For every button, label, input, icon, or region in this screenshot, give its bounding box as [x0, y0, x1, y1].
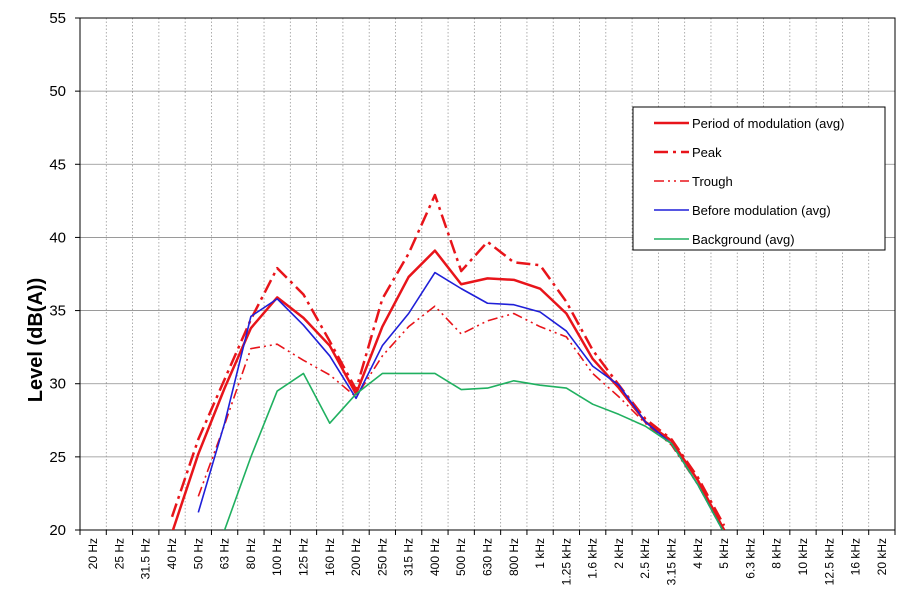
x-tick-label: 31.5 Hz [139, 538, 153, 579]
x-tick-label: 100 Hz [270, 538, 284, 576]
x-tick-label: 80 Hz [244, 538, 258, 569]
plot-frame [75, 17, 896, 535]
x-tick-label: 200 Hz [349, 538, 363, 576]
y-tick-label: 35 [49, 303, 66, 320]
y-tick-label: 40 [49, 229, 66, 246]
legend-entry-label: Period of modulation (avg) [692, 116, 844, 131]
y-tick-label: 20 [49, 522, 66, 539]
x-tick-label: 25 Hz [112, 538, 126, 569]
x-tick-label: 63 Hz [218, 538, 232, 569]
x-tick-label: 160 Hz [323, 538, 337, 576]
x-tick-label: 16 kHz [849, 538, 863, 575]
x-tick-label: 1 kHz [533, 538, 547, 569]
series-line-3 [197, 305, 724, 530]
y-axis-ticks: 20 25 30 35 40 45 50 55 [49, 10, 66, 539]
x-tick-label: 8 kHz [770, 538, 784, 569]
grid [80, 17, 895, 531]
y-axis-label: Level (dB(A)) [25, 278, 47, 402]
series-lines [170, 193, 726, 530]
x-tick-label: 630 Hz [481, 538, 495, 576]
x-tick-label: 1.6 kHz [586, 538, 600, 579]
x-tick-label: 250 Hz [375, 538, 389, 576]
x-tick-label: 1.25 kHz [559, 538, 573, 585]
x-tick-label: 40 Hz [165, 538, 179, 569]
y-tick-label: 30 [49, 376, 66, 393]
x-axis-ticks: 20 Hz 25 Hz 31.5 Hz 40 Hz 50 Hz 63 Hz 80 Hz 100… [86, 538, 889, 585]
x-tick-label: 800 Hz [507, 538, 521, 576]
x-tick-label: 10 kHz [796, 538, 810, 575]
x-tick-label: 5 kHz [717, 538, 731, 569]
series-line-4 [197, 271, 724, 530]
x-tick-label: 400 Hz [428, 538, 442, 576]
series-line-1 [171, 249, 726, 530]
series-line-2 [170, 193, 726, 527]
x-tick-label: 20 Hz [86, 538, 100, 569]
legend-entry-label: Background (avg) [692, 232, 795, 247]
x-tick-label: 125 Hz [296, 538, 310, 576]
x-tick-label: 3.15 kHz [665, 538, 679, 585]
y-tick-label: 25 [49, 449, 66, 466]
x-tick-label: 4 kHz [691, 538, 705, 569]
x-tick-label: 500 Hz [454, 538, 468, 576]
x-tick-label: 50 Hz [191, 538, 205, 569]
series-line-5 [223, 372, 724, 530]
x-tick-label: 12.5 kHz [822, 538, 836, 585]
x-tick-label: 315 Hz [402, 538, 416, 576]
x-tick-label: 2 kHz [612, 538, 626, 569]
x-tick-label: 20 kHz [875, 538, 889, 575]
legend-entry-label: Before modulation (avg) [692, 203, 831, 218]
x-tick-label: 2.5 kHz [638, 538, 652, 579]
legend: Period of modulation (avg) Peak Trough Befo… [632, 106, 886, 251]
legend-entry-label: Trough [692, 174, 733, 189]
y-tick-label: 50 [49, 83, 66, 100]
y-tick-label: 45 [49, 156, 66, 173]
legend-box [632, 106, 886, 251]
x-tick-label: 6.3 kHz [743, 538, 757, 579]
plot-area-border [79, 17, 896, 531]
legend-entry-label: Peak [692, 145, 722, 160]
y-tick-label: 55 [49, 10, 66, 27]
